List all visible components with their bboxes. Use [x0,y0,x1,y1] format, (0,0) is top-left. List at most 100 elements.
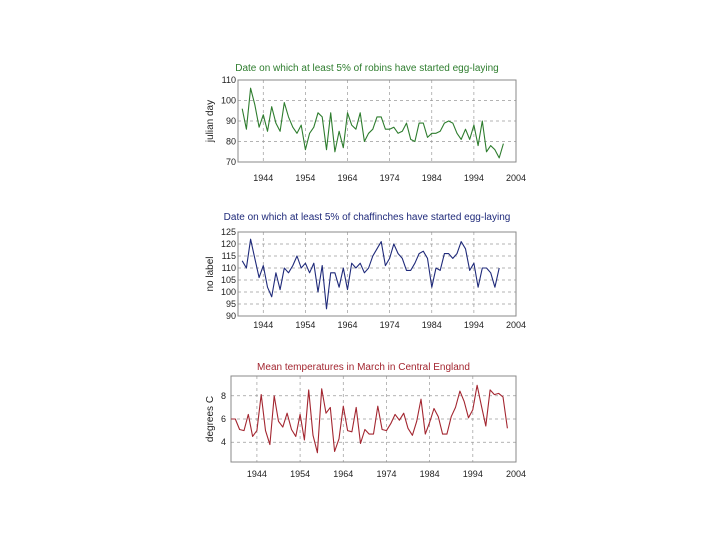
data-point [301,267,302,268]
data-point [419,122,420,123]
data-point [254,258,255,259]
data-point [406,122,407,123]
data-point [435,133,436,134]
x-tick-label: 1994 [464,173,484,183]
data-point [390,423,391,424]
chart-title: Mean temperatures in March in Central En… [257,362,470,373]
data-point [299,414,300,415]
data-point [393,127,394,128]
data-point [292,127,293,128]
data-point [230,418,231,419]
data-point [287,413,288,414]
data-point [347,289,348,290]
data-point [291,429,292,430]
data-point [343,267,344,268]
data-point [356,407,357,408]
data-point [402,258,403,259]
data-point [381,241,382,242]
data-point [507,428,508,429]
data-point [351,263,352,264]
data-point [435,267,436,268]
data-point [296,255,297,256]
data-point [351,125,352,126]
plot-frame [237,231,517,317]
data-point [271,296,272,297]
chart-title: Date on which at least 5% of chaffinches… [224,212,511,223]
data-point [305,149,306,150]
data-point [381,116,382,117]
data-point [360,263,361,264]
x-tick-label: 1994 [463,469,483,479]
data-point [373,434,374,435]
data-point [431,287,432,288]
data-point [461,241,462,242]
chart-panel-2: Date on which at least 5% of chaffinches… [205,212,526,330]
data-point [313,263,314,264]
data-point [235,418,236,419]
data-point [494,149,495,150]
data-point [482,267,483,268]
data-point [338,287,339,288]
data-point [326,149,327,150]
data-point [275,122,276,123]
data-point [338,131,339,132]
data-point [446,434,447,435]
data-point [503,143,504,144]
data-point [442,434,443,435]
y-tick-label: 125 [221,227,236,237]
data-point [322,265,323,266]
x-tick-label: 1984 [422,173,442,183]
data-point [242,108,243,109]
data-point [250,239,251,240]
data-point [423,122,424,123]
data-point [269,444,270,445]
data-point [305,263,306,264]
data-point [485,425,486,426]
data-point [372,255,373,256]
data-point [317,112,318,113]
data-point [295,436,296,437]
data-point [486,267,487,268]
y-tick-label: 6 [221,414,226,424]
data-point [499,157,500,158]
data-point [309,133,310,134]
data-point [431,133,432,134]
x-tick-label: 1954 [290,469,310,479]
data-point [416,421,417,422]
data-point [412,435,413,436]
data-point [250,88,251,89]
data-point [459,391,460,392]
data-point [399,420,400,421]
data-point [440,270,441,271]
data-point [376,248,377,249]
x-tick-label: 1974 [380,173,400,183]
data-point [423,251,424,252]
data-point [278,421,279,422]
data-point [308,389,309,390]
x-tick-label: 1964 [337,320,357,330]
data-point [389,258,390,259]
y-tick-label: 120 [221,239,236,249]
y-tick-label: 115 [222,251,236,261]
data-point [252,436,253,437]
chart-title: Date on which at least 5% of robins have… [235,63,499,74]
x-tick-label: 2004 [506,173,526,183]
data-point [440,131,441,132]
data-point [382,429,383,430]
data-point [304,439,305,440]
data-point [330,112,331,113]
x-tick-label: 1964 [337,173,357,183]
data-point [461,139,462,140]
data-point [347,112,348,113]
data-point [427,258,428,259]
data-point [414,263,415,264]
data-point [284,102,285,103]
x-tick-label: 1994 [464,320,484,330]
data-point [258,277,259,278]
data-point [254,104,255,105]
data-point [444,253,445,254]
y-tick-label: 4 [221,437,226,447]
data-point [360,112,361,113]
data-point [368,133,369,134]
